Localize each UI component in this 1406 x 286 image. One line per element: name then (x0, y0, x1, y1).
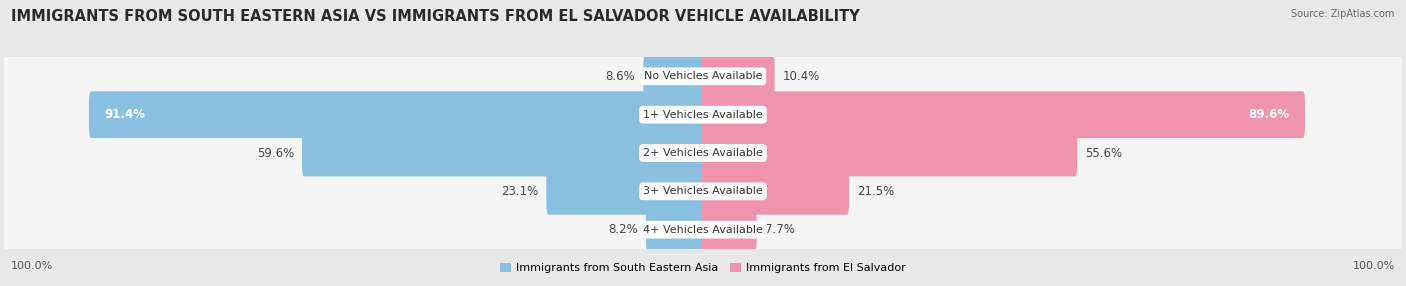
FancyBboxPatch shape (702, 168, 849, 215)
Text: 100.0%: 100.0% (1353, 261, 1395, 271)
Text: 7.7%: 7.7% (765, 223, 794, 236)
Text: 1+ Vehicles Available: 1+ Vehicles Available (643, 110, 763, 120)
FancyBboxPatch shape (647, 206, 704, 253)
Text: 8.6%: 8.6% (606, 70, 636, 83)
FancyBboxPatch shape (644, 53, 704, 100)
FancyBboxPatch shape (547, 168, 704, 215)
FancyBboxPatch shape (4, 198, 1402, 261)
FancyBboxPatch shape (702, 206, 756, 253)
Text: 100.0%: 100.0% (11, 261, 53, 271)
Text: 89.6%: 89.6% (1249, 108, 1289, 121)
Text: IMMIGRANTS FROM SOUTH EASTERN ASIA VS IMMIGRANTS FROM EL SALVADOR VEHICLE AVAILA: IMMIGRANTS FROM SOUTH EASTERN ASIA VS IM… (11, 9, 860, 23)
Text: 55.6%: 55.6% (1085, 146, 1122, 160)
FancyBboxPatch shape (302, 130, 704, 176)
FancyBboxPatch shape (702, 130, 1077, 176)
Text: 21.5%: 21.5% (858, 185, 894, 198)
FancyBboxPatch shape (89, 91, 704, 138)
Text: 91.4%: 91.4% (104, 108, 145, 121)
Text: No Vehicles Available: No Vehicles Available (644, 72, 762, 81)
Text: 4+ Vehicles Available: 4+ Vehicles Available (643, 225, 763, 235)
FancyBboxPatch shape (4, 45, 1402, 108)
Text: 8.2%: 8.2% (609, 223, 638, 236)
FancyBboxPatch shape (4, 84, 1402, 146)
Text: 10.4%: 10.4% (783, 70, 820, 83)
FancyBboxPatch shape (4, 122, 1402, 184)
FancyBboxPatch shape (4, 160, 1402, 223)
Text: 59.6%: 59.6% (257, 146, 294, 160)
Text: 23.1%: 23.1% (501, 185, 538, 198)
Text: 3+ Vehicles Available: 3+ Vehicles Available (643, 186, 763, 196)
FancyBboxPatch shape (702, 53, 775, 100)
FancyBboxPatch shape (702, 91, 1305, 138)
Legend: Immigrants from South Eastern Asia, Immigrants from El Salvador: Immigrants from South Eastern Asia, Immi… (495, 259, 911, 278)
Text: Source: ZipAtlas.com: Source: ZipAtlas.com (1291, 9, 1395, 19)
Text: 2+ Vehicles Available: 2+ Vehicles Available (643, 148, 763, 158)
